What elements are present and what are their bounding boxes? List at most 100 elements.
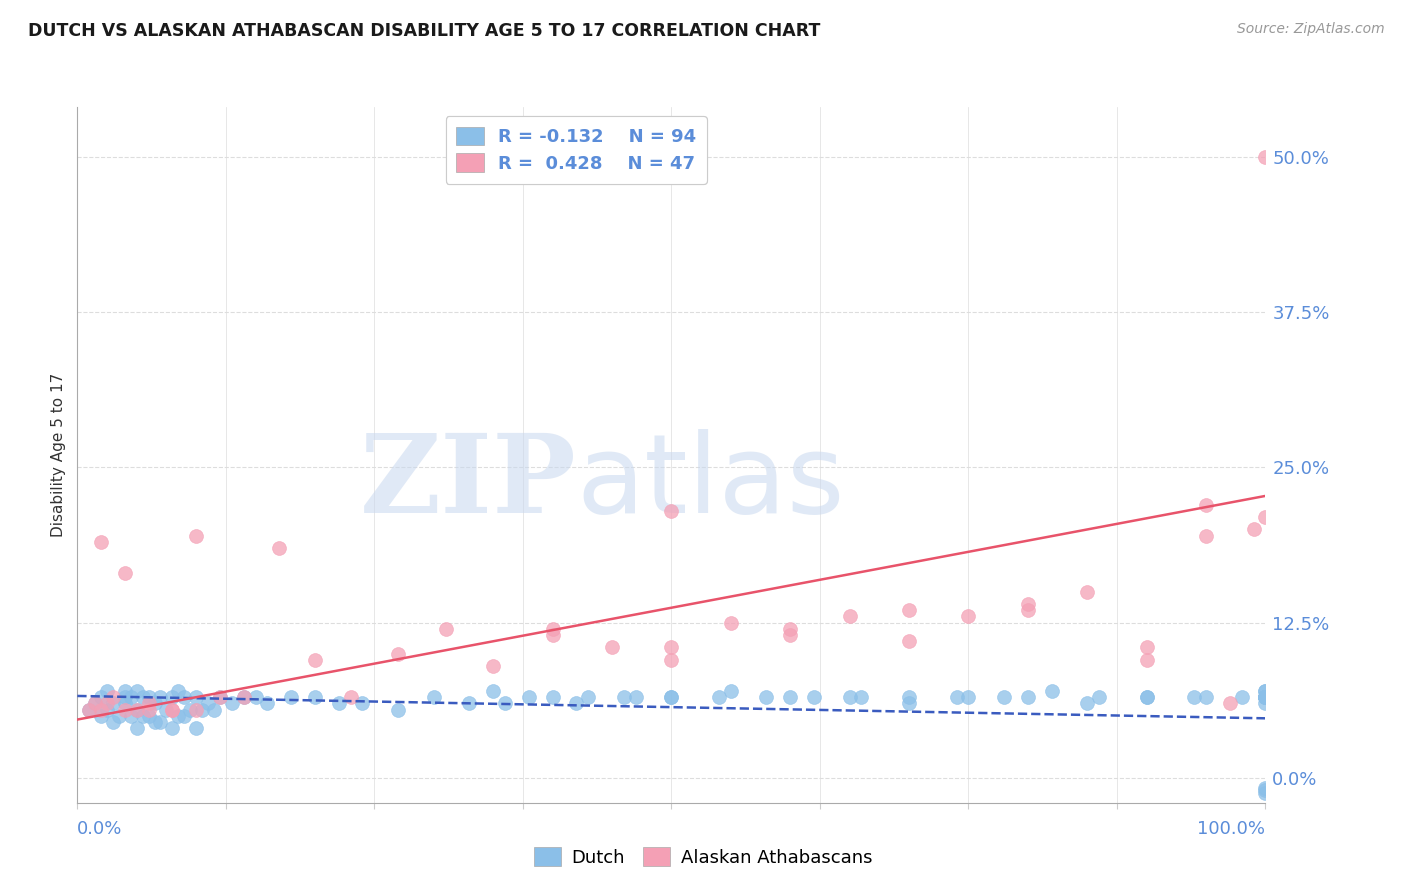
Point [1195,529,1218,543]
Point [1182,690,1205,705]
Text: 0.0%: 0.0% [77,821,122,838]
Point [1040,684,1063,698]
Point [1254,684,1277,698]
Text: Source: ZipAtlas.com: Source: ZipAtlas.com [1237,22,1385,37]
Point [517,690,540,705]
Point [458,697,481,711]
Point [576,690,599,705]
Point [898,603,921,617]
Point [755,690,778,705]
Point [661,690,683,705]
Point [90,534,112,549]
Point [90,708,112,723]
Point [167,708,190,723]
Point [101,697,124,711]
Point [1254,150,1277,164]
Point [387,703,409,717]
Point [1017,597,1039,611]
Point [162,703,184,717]
Point [197,697,219,711]
Point [1017,603,1039,617]
Point [208,690,231,705]
Point [851,690,873,705]
Point [90,703,112,717]
Point [101,714,124,729]
Point [1254,690,1277,705]
Point [120,708,142,723]
Point [96,697,118,711]
Point [173,690,195,705]
Point [1136,690,1159,705]
Point [661,504,683,518]
Point [208,690,231,705]
Point [131,708,153,723]
Point [720,684,742,698]
Point [661,690,683,705]
Point [1219,697,1241,711]
Point [232,690,254,705]
Point [898,690,921,705]
Text: atlas: atlas [576,429,845,536]
Text: DUTCH VS ALASKAN ATHABASCAN DISABILITY AGE 5 TO 17 CORRELATION CHART: DUTCH VS ALASKAN ATHABASCAN DISABILITY A… [28,22,821,40]
Point [1136,653,1159,667]
Point [482,659,505,673]
Point [155,703,177,717]
Point [191,703,214,717]
Point [186,703,208,717]
Point [1254,684,1277,698]
Point [138,690,160,705]
Point [352,697,374,711]
Point [1017,690,1039,705]
Point [232,690,254,705]
Point [1254,690,1277,705]
Point [186,690,208,705]
Point [898,634,921,648]
Point [221,697,243,711]
Point [541,628,564,642]
Point [114,703,136,717]
Point [131,690,153,705]
Point [84,697,107,711]
Point [339,690,361,705]
Point [96,703,118,717]
Point [108,708,131,723]
Point [162,721,184,735]
Point [77,703,100,717]
Point [661,653,683,667]
Point [1254,783,1277,797]
Point [1254,780,1277,795]
Point [957,609,980,624]
Point [1076,697,1098,711]
Point [387,647,409,661]
Point [162,690,184,705]
Point [1230,690,1253,705]
Point [186,529,208,543]
Point [125,703,148,717]
Point [77,703,100,717]
Point [120,690,142,705]
Point [838,690,860,705]
Point [84,697,107,711]
Point [1254,510,1277,524]
Point [125,684,148,698]
Point [803,690,825,705]
Point [125,721,148,735]
Point [1136,690,1159,705]
Point [423,690,446,705]
Point [720,615,742,630]
Text: 100.0%: 100.0% [1198,821,1265,838]
Point [304,653,326,667]
Point [541,622,564,636]
Point [482,684,505,698]
Point [434,622,457,636]
Point [541,690,564,705]
Point [167,684,190,698]
Point [114,697,136,711]
Point [1254,690,1277,705]
Point [1254,786,1277,800]
Point [269,541,291,555]
Point [624,690,647,705]
Point [1076,584,1098,599]
Point [945,690,967,705]
Point [779,690,801,705]
